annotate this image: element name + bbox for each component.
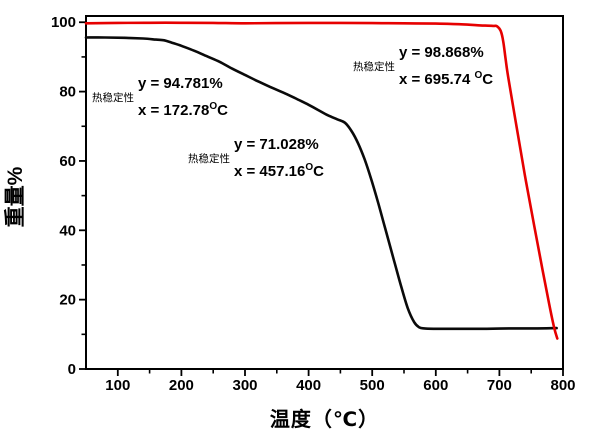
annotation-x-value: x = 695.74 OC — [399, 70, 494, 88]
annotation-y-value: y = 94.781% — [138, 75, 223, 92]
annotation-black-midpoint: 热稳定性 y = 71.028% x = 457.16OC — [188, 133, 324, 183]
thermal-stability-label: 热稳定性 — [353, 60, 395, 73]
x-tick-label: 500 — [360, 377, 385, 394]
annotation-y-value: y = 71.028% — [234, 136, 319, 153]
x-axis-title: 温度（℃） — [269, 409, 380, 431]
annotation-black-onset: 热稳定性 y = 94.781% x = 172.78OC — [92, 72, 228, 122]
y-tick-label: 0 — [68, 361, 76, 378]
black-sample-curve — [84, 36, 558, 331]
x-tick-label: 800 — [550, 377, 575, 394]
annotation-red-onset: 热稳定性 y = 98.868% x = 695.74 OC — [353, 41, 493, 91]
x-tick-label: 100 — [105, 377, 130, 394]
annotation-y-value: y = 98.868% — [399, 44, 484, 61]
y-tick-label: 100 — [51, 14, 76, 31]
annotation-x-value: x = 457.16OC — [234, 162, 324, 180]
y-tick-label: 20 — [59, 292, 76, 309]
x-tick-label: 700 — [487, 377, 512, 394]
x-tick-label: 200 — [169, 377, 194, 394]
x-tick-label: 300 — [232, 377, 257, 394]
plot-frame — [85, 15, 564, 370]
y-tick-label: 40 — [59, 222, 76, 239]
y-tick-label: 60 — [59, 153, 76, 170]
annotation-values: y = 94.781% x = 172.78OC — [138, 72, 228, 122]
y-tick-label: 80 — [59, 84, 76, 101]
annotation-values: y = 98.868% x = 695.74 OC — [399, 41, 493, 91]
red-sample-curve — [84, 21, 559, 340]
y-axis-title: 重量% — [4, 166, 27, 228]
thermal-stability-label: 热稳定性 — [188, 152, 230, 165]
x-tick-label: 600 — [423, 377, 448, 394]
annotation-values: y = 71.028% x = 457.16OC — [234, 133, 324, 183]
annotation-x-value: x = 172.78OC — [138, 101, 228, 119]
thermal-stability-label: 热稳定性 — [92, 91, 134, 104]
x-tick-label: 400 — [296, 377, 321, 394]
